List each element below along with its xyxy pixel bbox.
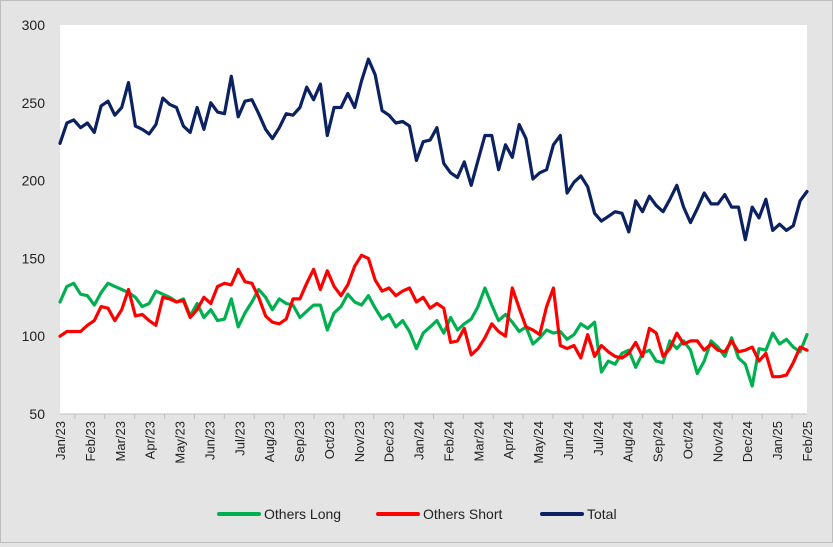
x-tick-label: Nov/23 — [352, 421, 367, 462]
legend-label: Others Long — [264, 506, 341, 522]
x-tick-label: Apr/23 — [143, 421, 158, 459]
x-tick-label: Aug/23 — [262, 421, 277, 462]
x-tick-label: May/24 — [531, 421, 546, 464]
x-tick-label: Nov/24 — [710, 421, 725, 462]
axes: 50 100 150 200 250 300 Jan/23 Feb/23 Mar/23 Apr/2… — [22, 17, 815, 464]
x-tick-label: Jun/24 — [561, 421, 576, 460]
x-tick-label: Jul/24 — [591, 421, 606, 456]
x-tick-label: Apr/24 — [501, 421, 516, 459]
x-tick-label: Feb/25 — [800, 421, 815, 461]
x-tick-label: Mar/24 — [471, 421, 486, 461]
x-tick-label: Jan/23 — [53, 421, 68, 460]
legend-label: Others Short — [423, 506, 502, 522]
y-tick-label: 250 — [22, 95, 46, 111]
series-layer — [58, 57, 809, 388]
x-tick-label: Feb/23 — [83, 421, 98, 461]
x-tick-label: Sep/23 — [292, 421, 307, 462]
x-tick-label: Feb/24 — [441, 421, 456, 461]
x-tick-label: May/23 — [173, 421, 188, 464]
x-tick-label: Jun/23 — [202, 421, 217, 460]
x-tick-label: Sep/24 — [651, 421, 666, 462]
x-tick-label: Oct/24 — [680, 421, 695, 459]
x-tick-label: Jul/23 — [232, 421, 247, 456]
legend-label: Total — [587, 506, 617, 522]
x-tick-label: Dec/24 — [740, 421, 755, 462]
x-tick-label: Oct/23 — [322, 421, 337, 459]
x-tick-label: Dec/23 — [382, 421, 397, 462]
y-tick-label: 300 — [22, 17, 46, 33]
x-tick-label: Jan/25 — [770, 421, 785, 460]
plot-area — [60, 25, 807, 414]
series-line-total — [58, 57, 809, 242]
x-tick-label: Aug/24 — [621, 421, 636, 462]
y-tick-label: 100 — [22, 328, 46, 344]
legend: Others Long Others Short Total — [217, 506, 617, 522]
y-tick-label: 200 — [22, 173, 46, 189]
series-line-others-short — [58, 253, 809, 379]
y-tick-label: 150 — [22, 250, 46, 266]
y-tick-label: 50 — [29, 406, 45, 422]
x-tick-label: Jan/24 — [412, 421, 427, 460]
x-tick-label: Mar/23 — [113, 421, 128, 461]
